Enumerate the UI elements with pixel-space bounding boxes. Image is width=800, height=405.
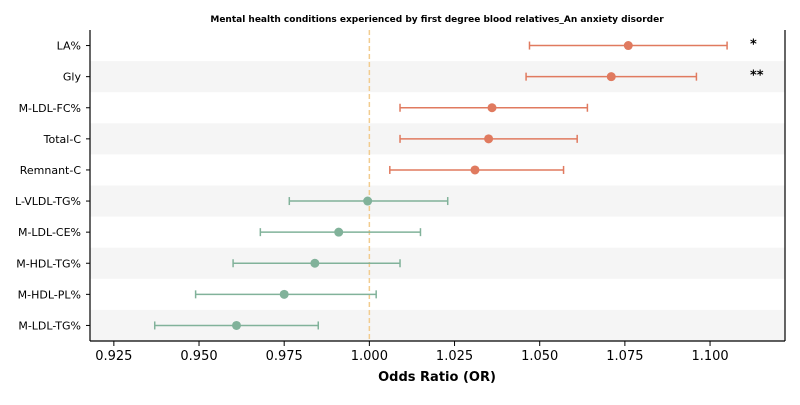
x-tick-label: 0.925 — [95, 349, 132, 364]
y-tick-label: Total-C — [43, 133, 82, 146]
or-point — [310, 258, 320, 268]
x-axis-label: Odds Ratio (OR) — [378, 370, 496, 385]
x-tick-label: 1.000 — [351, 349, 388, 364]
x-tick-label: 1.100 — [691, 349, 728, 364]
y-tick-label: M-LDL-CE% — [18, 226, 81, 239]
or-point — [334, 227, 344, 237]
row-band — [90, 247, 785, 279]
y-tick-label: L-VLDL-TG% — [15, 195, 81, 208]
y-tick-label: M-LDL-TG% — [18, 319, 81, 332]
x-tick-label: 1.075 — [606, 349, 643, 364]
or-point — [470, 165, 480, 175]
or-point — [231, 320, 241, 330]
y-tick-label: M-HDL-TG% — [16, 257, 81, 270]
significance-marker: * — [750, 38, 757, 53]
or-point — [487, 103, 497, 113]
or-point — [363, 196, 373, 206]
or-point — [279, 289, 289, 299]
x-tick-label: 0.950 — [180, 349, 217, 364]
y-tick-label: Remnant-C — [20, 164, 82, 177]
y-tick-label: Gly — [63, 71, 82, 84]
x-tick-label: 1.025 — [436, 349, 473, 364]
y-tick-label: M-LDL-FC% — [19, 102, 81, 115]
data-marks: *** — [153, 38, 764, 330]
or-point — [606, 72, 616, 82]
x-tick-label: 1.050 — [521, 349, 558, 364]
or-point — [623, 41, 633, 51]
axes: LA% Gly M-LDL-FC% Total-C Remnant-C L-VLDL-TG… — [15, 30, 786, 364]
chart-title: Mental health conditions experienced by … — [210, 15, 664, 25]
y-tick-label: LA% — [57, 40, 81, 53]
or-point — [484, 134, 494, 144]
x-tick-label: 0.975 — [266, 349, 303, 364]
significance-marker: ** — [750, 69, 764, 84]
y-tick-label: M-HDL-PL% — [18, 288, 81, 301]
